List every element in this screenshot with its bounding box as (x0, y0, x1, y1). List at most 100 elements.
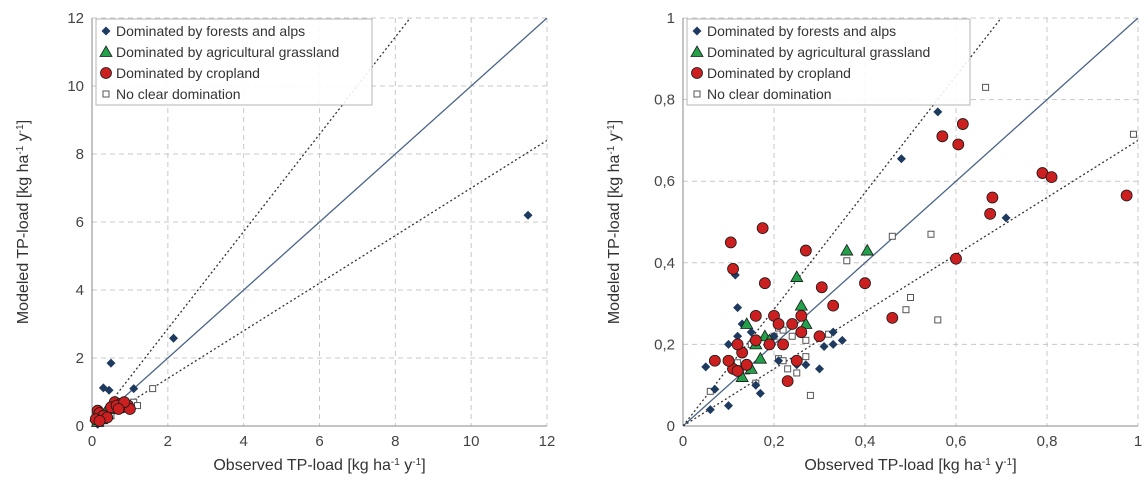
y-tick-label: 0,2 (654, 336, 675, 353)
data-point (907, 293, 914, 301)
x-tick-label: 6 (315, 433, 323, 450)
data-point (753, 351, 768, 364)
data-point (772, 318, 785, 330)
legend-label: Dominated by forests and alps (116, 23, 305, 39)
legend: Dominated by forests and alps Dominated b… (95, 18, 373, 106)
data-point (815, 281, 828, 294)
data-point (819, 341, 829, 351)
data-point (828, 339, 838, 349)
legend-label: No clear domination (116, 86, 241, 102)
bound-line-dotted (683, 18, 1003, 426)
y-tick-label: 1 (667, 10, 675, 27)
data-point (724, 401, 733, 411)
y-tick-label: 10 (67, 78, 84, 95)
data-point (756, 222, 769, 235)
data-point (106, 358, 116, 368)
data-point (986, 191, 999, 204)
data-point (827, 299, 840, 312)
data-point (1120, 189, 1133, 202)
data-point (788, 332, 796, 340)
data-point (1001, 213, 1011, 223)
data-point (802, 353, 810, 361)
y-axis-title: Modeled TP-load [kg ha-1 y-1] (606, 120, 624, 324)
data-point (840, 243, 854, 256)
one-to-one-line (92, 18, 547, 426)
data-point (763, 338, 776, 351)
data-point (888, 232, 896, 240)
bound-line-dotted (92, 18, 412, 426)
data-point (149, 385, 157, 393)
data-point (896, 154, 906, 164)
data-point (1129, 130, 1137, 138)
data-point (843, 257, 851, 265)
data-point (933, 107, 943, 117)
data-point (934, 316, 942, 324)
legend-box (95, 18, 373, 106)
data-point (751, 380, 761, 390)
y-tick-label: 4 (76, 282, 84, 299)
x-tick-label: 2 (164, 433, 172, 450)
y-tick-label: 0 (76, 418, 84, 435)
data-point (952, 138, 965, 151)
data-point (724, 236, 737, 249)
data-point (886, 311, 899, 324)
legend-marker (100, 67, 112, 79)
data-point (984, 207, 997, 220)
data-point (708, 354, 721, 367)
data-point (786, 318, 799, 330)
data-point (777, 338, 789, 351)
legend-marker (102, 90, 110, 98)
data-point (104, 385, 114, 395)
data-point (790, 354, 803, 367)
x-tick-label: 0,6 (946, 433, 967, 450)
data-point (749, 309, 762, 322)
data-point (701, 362, 711, 372)
data-point (936, 130, 949, 143)
data-point (815, 364, 824, 374)
data-point (799, 244, 812, 257)
data-point (1045, 171, 1058, 184)
data-point (755, 388, 765, 398)
y-tick-label: 0,6 (654, 173, 675, 190)
data-point (927, 230, 935, 238)
data-point (705, 405, 715, 415)
x-tick-label: 10 (463, 433, 480, 450)
chart-panel-1: 0 2 4 6 8 10 12 0 2 4 6 8 10 12 Observed TP-load [kg h… (15, 10, 556, 474)
chart-panel-2: 0 0,2 0,4 0,6 0,8 1 0 0,2 0,4 0,6 0,8 1 Observed TP-… (606, 10, 1143, 475)
legend-marker (693, 90, 701, 98)
data-point (806, 391, 814, 399)
legend-marker (692, 26, 702, 36)
series-circle (708, 118, 1133, 388)
data-point (956, 118, 969, 130)
data-point (746, 327, 756, 337)
data-point (795, 326, 808, 339)
legend-marker (99, 45, 113, 57)
data-point (793, 369, 801, 377)
legend-label: Dominated by forests and alps (707, 23, 896, 39)
data-point (727, 263, 739, 275)
data-point (731, 365, 744, 377)
data-point (774, 356, 784, 366)
y-tick-label: 0,4 (654, 255, 675, 272)
data-point (724, 339, 733, 349)
data-point (733, 303, 743, 313)
x-tick-label: 0,8 (1037, 433, 1058, 450)
bound-line-dotted (683, 139, 1138, 426)
data-point (759, 277, 771, 290)
x-axis-title: Observed TP-load [kg ha-1 y-1] (804, 457, 1016, 475)
data-point (795, 309, 808, 322)
y-tick-label: 6 (76, 214, 84, 231)
data-point (828, 327, 838, 337)
legend: Dominated by forests and alps Dominated b… (686, 18, 971, 106)
series-circle (89, 396, 136, 427)
data-point (169, 333, 179, 343)
data-point (733, 331, 743, 341)
x-tick-label: 0,2 (764, 433, 785, 450)
data-point (801, 360, 811, 370)
data-point (93, 414, 106, 427)
data-point (802, 336, 810, 344)
data-point (710, 384, 720, 394)
data-point (784, 365, 792, 373)
legend-marker (690, 45, 704, 57)
